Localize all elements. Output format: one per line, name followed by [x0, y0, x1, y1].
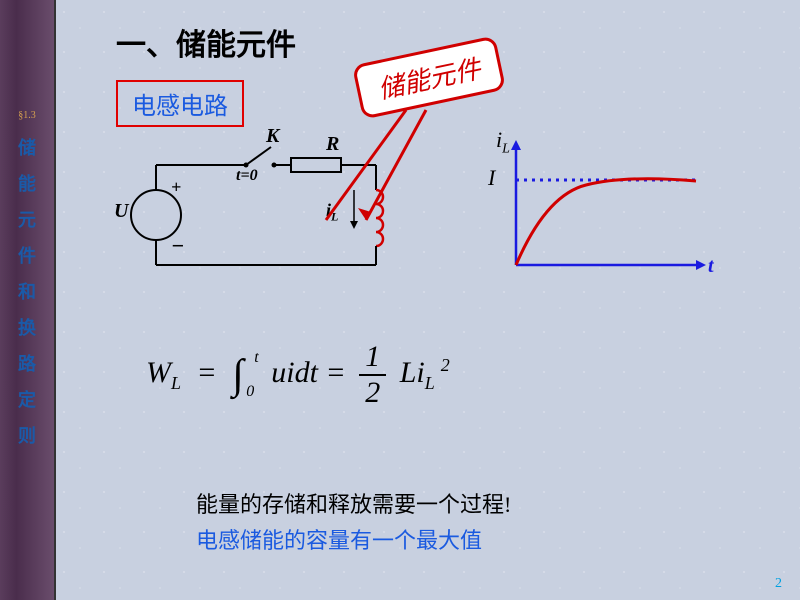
plus-label: +: [171, 177, 181, 198]
x-axis-label: t: [708, 255, 714, 278]
sidebar: §1.3 储 能 元 件 和 换 路 定 则: [0, 0, 56, 600]
footer-line2: 电感储能的容量有一个最大值: [196, 523, 511, 555]
callout: 储能元件: [356, 50, 502, 105]
sidebar-char: 储: [18, 134, 36, 160]
t0-label: t=0: [236, 167, 258, 185]
sidebar-char: 定: [18, 386, 36, 412]
sidebar-char: 能: [18, 170, 36, 196]
sidebar-char: 换: [18, 314, 36, 340]
energy-equation: WL = ∫t0 uidt = 1 2 LiL2: [146, 340, 450, 410]
y-axis-label: iL: [496, 127, 510, 157]
sidebar-char: 元: [18, 206, 36, 232]
sidebar-char: 则: [18, 422, 36, 448]
boxed-label: 电感电路: [116, 80, 244, 127]
sidebar-section: §1.3: [18, 110, 36, 121]
switch-label: K: [266, 125, 279, 148]
minus-label: −: [171, 233, 184, 259]
page-number: 2: [775, 576, 782, 592]
current-graph: iL I t: [496, 135, 716, 290]
sidebar-char: 和: [18, 278, 36, 304]
asymptote-label: I: [488, 165, 495, 191]
source-label: U: [114, 200, 128, 223]
footer-text: 能量的存储和释放需要一个过程! 电感储能的容量有一个最大值: [196, 487, 511, 555]
sidebar-char: 路: [18, 350, 36, 376]
slide-content: 一、储能元件 电感电路 储能元件: [56, 0, 800, 600]
footer-line1: 能量的存储和释放需要一个过程!: [196, 487, 511, 519]
sidebar-char: 件: [18, 242, 36, 268]
